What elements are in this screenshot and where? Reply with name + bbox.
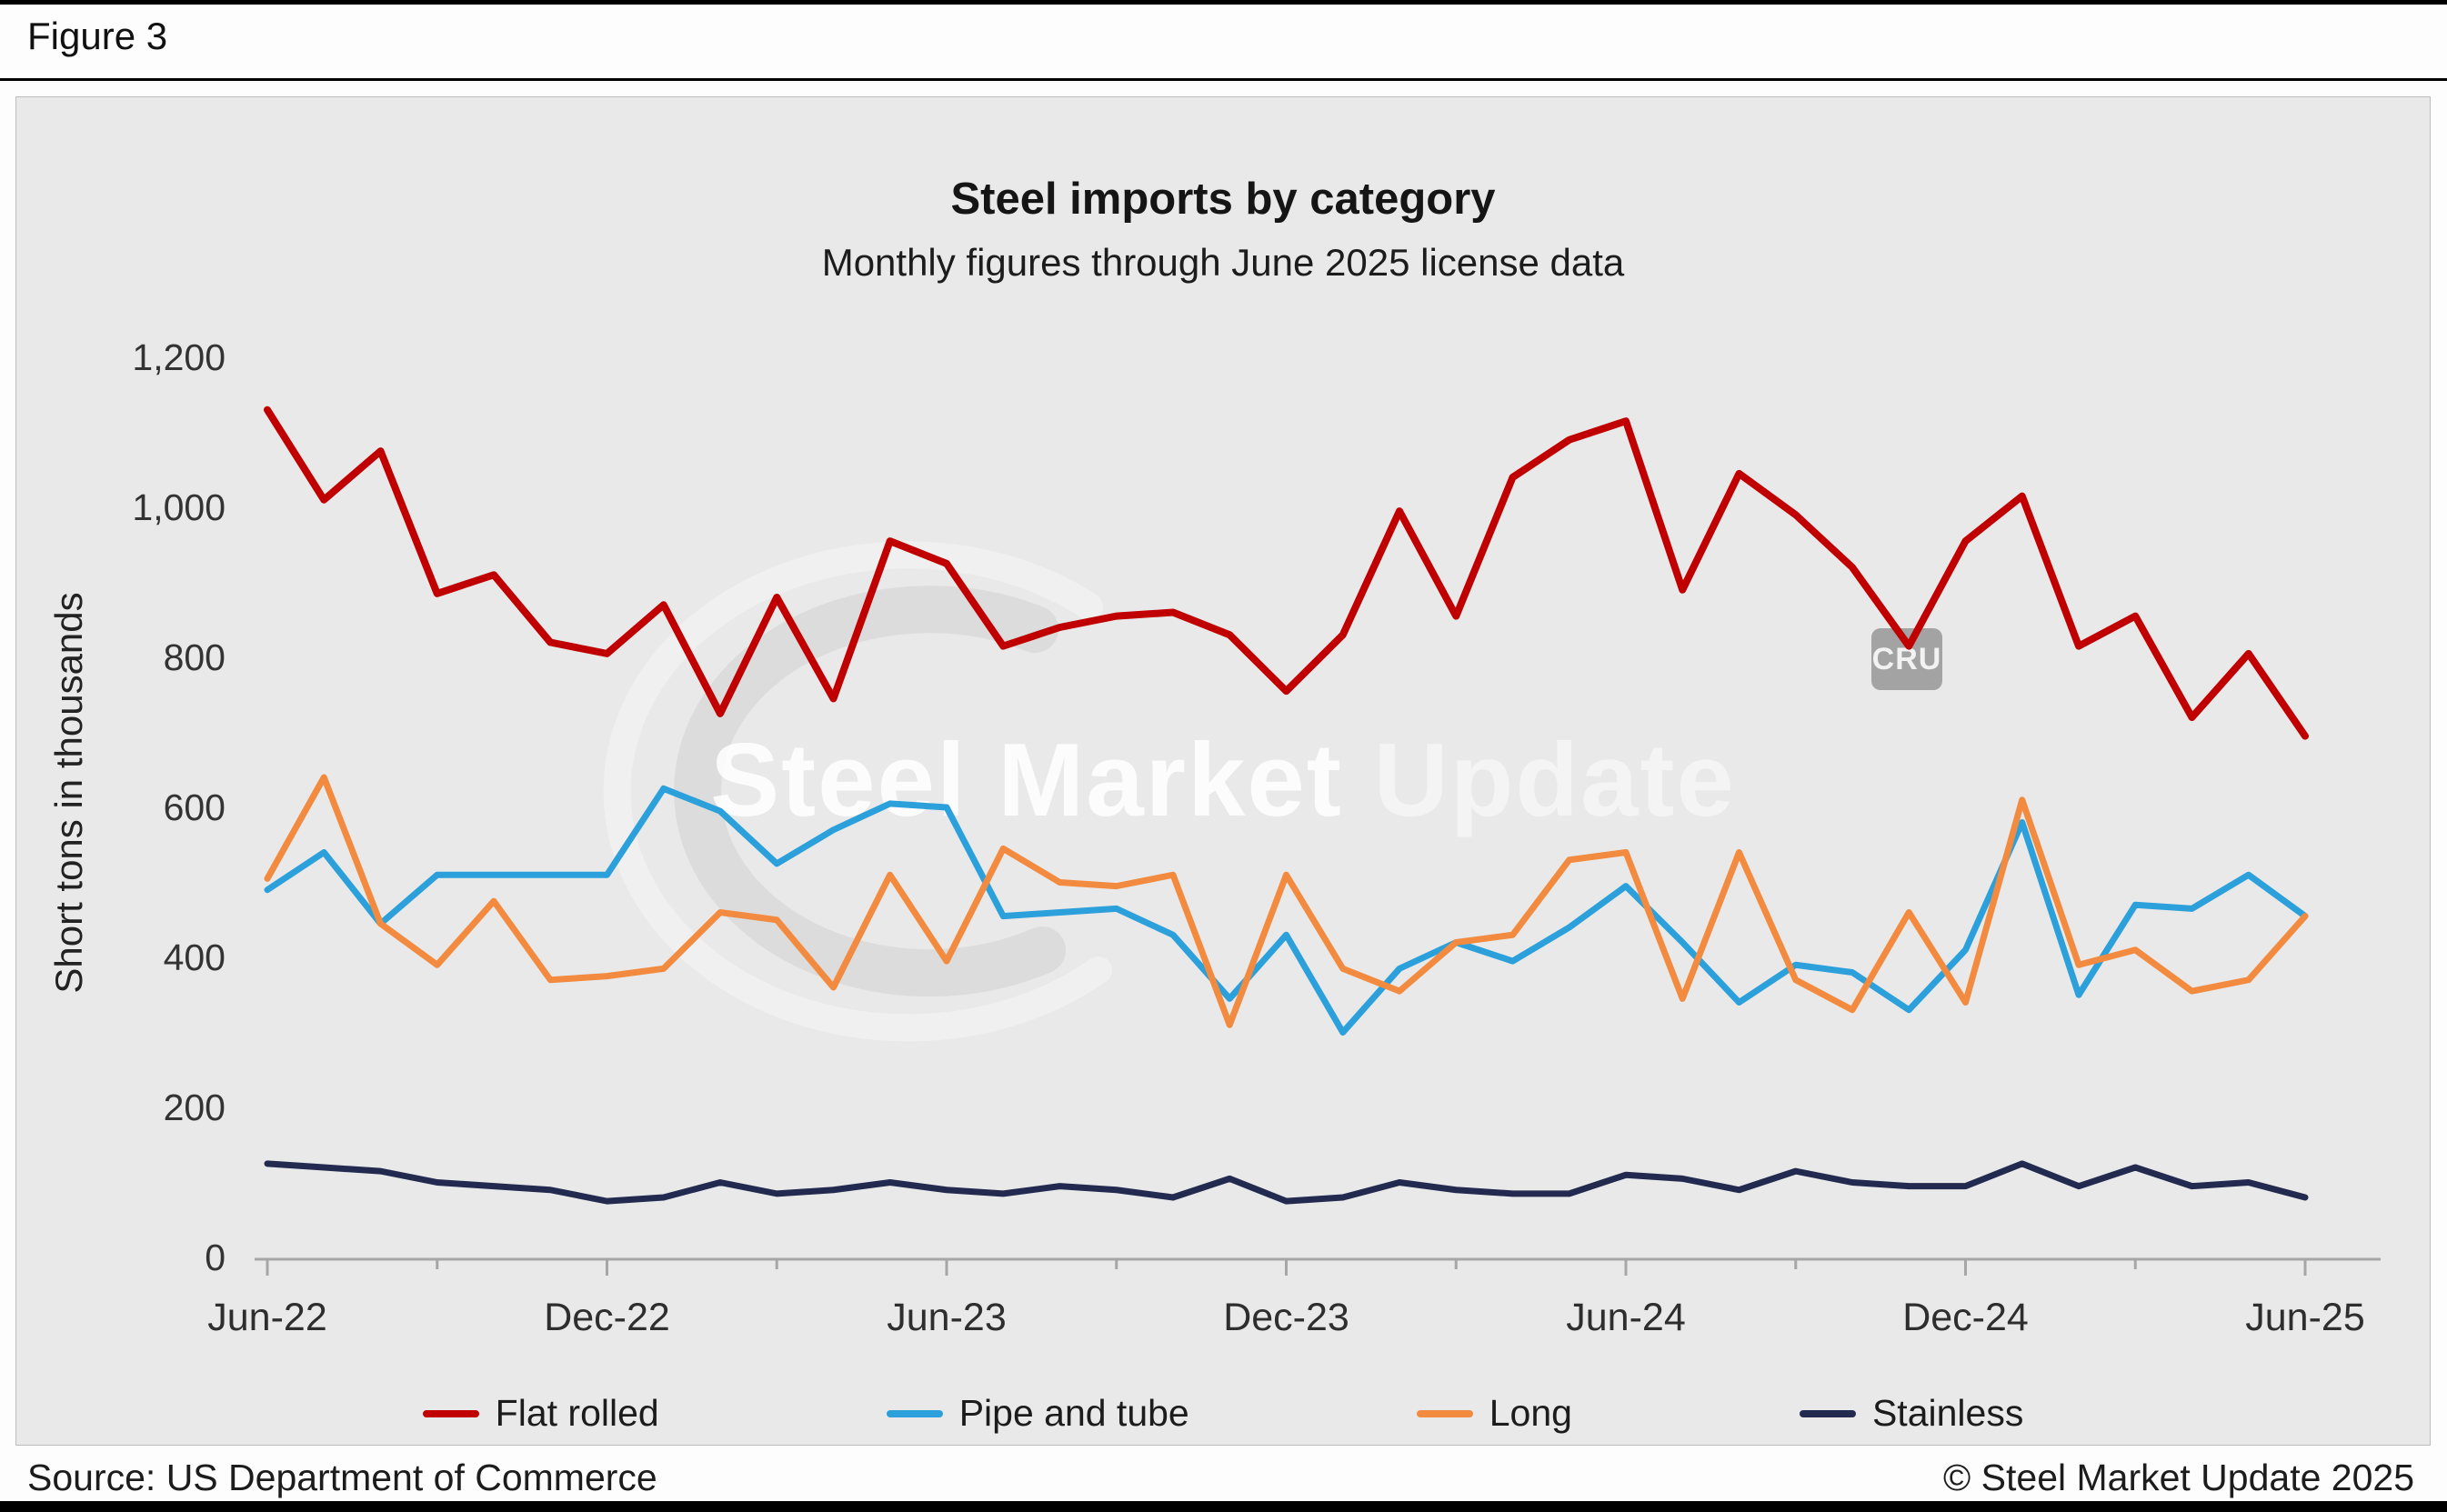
y-tick-label: 400 xyxy=(164,936,226,978)
x-tick-label: Dec-22 xyxy=(544,1296,670,1339)
x-tick-label: Jun-22 xyxy=(207,1296,326,1339)
chart-title: Steel imports by category xyxy=(950,175,1496,224)
y-tick-label: 1,200 xyxy=(132,336,226,378)
legend-label-long: Long xyxy=(1489,1392,1572,1434)
bottom-border-rule xyxy=(0,1501,2447,1512)
x-tick-label: Dec-23 xyxy=(1223,1296,1349,1339)
series-line-long xyxy=(264,774,2309,1028)
legend-item-flat-rolled: Flat rolled xyxy=(422,1392,659,1435)
y-tick-label: 600 xyxy=(164,786,226,828)
legend-swatch-stainless xyxy=(1799,1409,1856,1417)
legend-item-pipe-and-tube: Pipe and tube xyxy=(886,1392,1189,1435)
legend-label-flat-rolled: Flat rolled xyxy=(495,1392,659,1434)
y-tick-label: 800 xyxy=(164,636,226,678)
legend-label-pipe-and-tube: Pipe and tube xyxy=(958,1392,1189,1434)
series-line-flat-rolled xyxy=(264,406,2309,740)
legend-item-long: Long xyxy=(1416,1392,1572,1435)
line-chart: 0 200 400 600 800 1,000 1,200 Jun-22 Dec-22 Jun-2… xyxy=(132,336,2381,1339)
y-tick-label: 1,000 xyxy=(132,486,226,528)
series-line-pipe-and-tube xyxy=(264,785,2309,1036)
y-axis-label: Short tons in thousands xyxy=(47,592,90,994)
legend-swatch-long xyxy=(1416,1409,1473,1417)
source-text: Source: US Department of Commerce xyxy=(27,1457,657,1498)
legend-label-stainless: Stainless xyxy=(1871,1392,2024,1434)
header-divider-rule xyxy=(0,78,2447,81)
x-tick-label: Dec-24 xyxy=(1902,1296,2029,1339)
copyright-text: © Steel Market Update 2025 xyxy=(1943,1457,2414,1498)
figure-label: Figure 3 xyxy=(27,15,168,57)
legend-swatch-flat-rolled xyxy=(422,1409,479,1417)
x-tick-label: Jun-24 xyxy=(1566,1296,1685,1339)
legend-item-stainless: Stainless xyxy=(1799,1392,2024,1435)
chart-subtitle: Monthly figures through June 2025 licens… xyxy=(821,241,1625,284)
x-tick-label: Jun-23 xyxy=(887,1296,1006,1339)
chart-panel: Steel Market Update CRU 0 200 400 600 800 1,0… xyxy=(15,96,2431,1446)
y-tick-label: 0 xyxy=(205,1237,226,1278)
top-border-rule xyxy=(0,0,2447,5)
legend: Flat rolled Pipe and tube Long Stainless xyxy=(16,1392,2430,1435)
legend-swatch-pipe-and-tube xyxy=(886,1409,943,1417)
series-line-stainless xyxy=(264,1160,2309,1205)
x-tick-label: Jun-25 xyxy=(2245,1296,2364,1339)
y-tick-label: 200 xyxy=(164,1086,226,1128)
